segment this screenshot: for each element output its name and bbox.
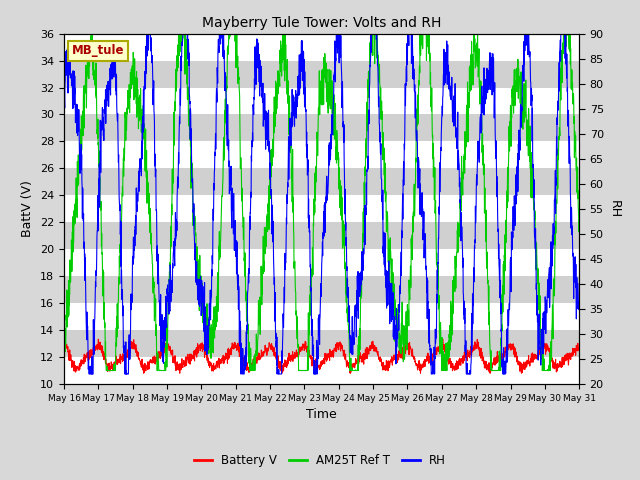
Bar [64,168,579,195]
Bar [64,142,579,168]
Y-axis label: BattV (V): BattV (V) [22,180,35,237]
Bar [64,34,579,60]
X-axis label: Time: Time [306,408,337,421]
Bar [64,60,579,87]
Bar [64,330,579,357]
Bar [64,303,579,330]
Y-axis label: RH: RH [607,200,620,218]
Bar [64,276,579,303]
Bar [64,222,579,249]
Title: Mayberry Tule Tower: Volts and RH: Mayberry Tule Tower: Volts and RH [202,16,442,30]
Text: MB_tule: MB_tule [72,44,124,57]
Bar [64,114,579,142]
Legend: Battery V, AM25T Ref T, RH: Battery V, AM25T Ref T, RH [189,449,451,472]
Bar [64,357,579,384]
Bar [64,249,579,276]
Bar [64,87,579,114]
Bar [64,195,579,222]
